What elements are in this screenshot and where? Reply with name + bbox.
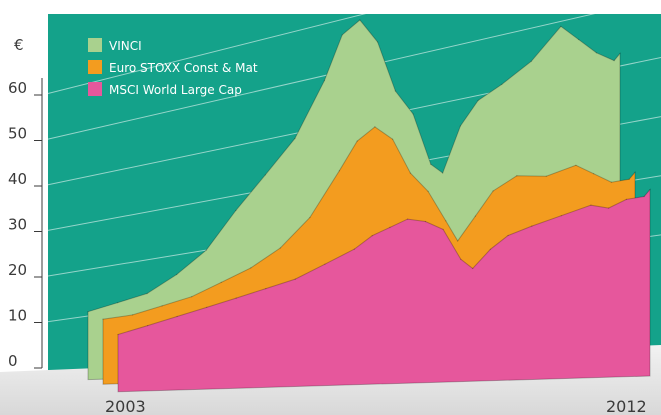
data-point — [545, 175, 547, 177]
data-point — [560, 215, 562, 217]
y-axis-label: € — [14, 36, 24, 54]
data-point — [590, 204, 592, 206]
y-tick-label: 50 — [8, 125, 27, 143]
data-point — [371, 235, 373, 237]
data-point — [625, 198, 628, 200]
data-point — [309, 216, 311, 219]
data-point — [409, 172, 411, 174]
data-point — [374, 126, 376, 128]
data-point — [474, 215, 476, 217]
data-point — [117, 302, 119, 304]
data-point — [460, 258, 462, 260]
data-point — [265, 288, 267, 290]
data-point — [492, 190, 494, 192]
legend-label: MSCI World Large Cap — [109, 83, 242, 97]
data-point — [146, 292, 148, 295]
legend-label: Euro STOXX Const & Mat — [109, 61, 258, 75]
y-tick-label: 40 — [8, 170, 27, 188]
series-layer — [87, 19, 651, 393]
data-point — [530, 60, 532, 62]
data-point — [235, 297, 237, 299]
data-point — [613, 60, 615, 62]
data-point — [147, 325, 149, 327]
data-point — [356, 140, 358, 142]
data-point — [610, 181, 613, 183]
data-point — [459, 125, 461, 127]
data-point — [427, 190, 429, 192]
y-tick-label: 20 — [8, 261, 27, 279]
legend-label: VINCI — [109, 39, 142, 53]
data-point — [634, 171, 636, 173]
series-area — [117, 188, 651, 393]
data-point — [394, 90, 396, 92]
y-tick-label: 0 — [8, 352, 18, 370]
data-point — [176, 315, 178, 318]
data-point — [424, 220, 426, 223]
data-point — [457, 240, 459, 242]
data-point — [430, 163, 432, 165]
data-point — [377, 41, 379, 43]
data-point — [161, 305, 163, 307]
data-point — [205, 249, 207, 251]
data-point — [619, 52, 621, 55]
data-point — [206, 306, 208, 308]
data-point — [323, 80, 325, 82]
data-point — [392, 138, 394, 140]
data-point — [442, 172, 444, 174]
data-point — [442, 228, 444, 230]
x-axis: 2003 2012 — [105, 397, 647, 415]
data-point — [250, 267, 252, 269]
x-tick-label: 2003 — [105, 397, 146, 415]
data-point — [477, 99, 479, 102]
data-point — [220, 281, 222, 283]
data-point — [575, 164, 577, 166]
data-point — [531, 225, 533, 227]
data-point — [608, 207, 610, 209]
data-point — [294, 137, 296, 140]
legend-swatch — [88, 38, 102, 52]
legend-swatch — [88, 82, 102, 96]
data-point — [279, 247, 281, 249]
data-point — [359, 19, 361, 21]
data-point — [132, 314, 134, 316]
data-point — [593, 173, 595, 175]
data-point — [324, 263, 326, 265]
data-point — [501, 83, 503, 85]
data-point — [87, 311, 89, 313]
data-point — [489, 248, 491, 250]
data-point — [117, 333, 119, 336]
data-point — [472, 267, 474, 270]
legend: VINCI Euro STOXX Const & Mat MSCI World La… — [88, 38, 258, 97]
y-tick-label: 30 — [8, 216, 27, 234]
legend-swatch — [88, 60, 102, 74]
data-point — [235, 209, 237, 212]
data-point — [341, 34, 343, 36]
data-point — [516, 175, 518, 177]
data-point — [102, 318, 104, 320]
data-point — [407, 218, 409, 220]
y-tick-label: 60 — [8, 79, 27, 97]
data-point — [176, 273, 178, 276]
data-point — [595, 52, 598, 54]
data-point — [578, 38, 580, 41]
data-point — [643, 195, 645, 198]
data-point — [649, 189, 651, 191]
data-point — [628, 178, 630, 180]
data-point — [389, 226, 391, 228]
x-tick-label: 2012 — [606, 397, 647, 415]
gridline — [41, 0, 422, 96]
data-point — [338, 170, 340, 172]
y-axis: 0 10 20 30 40 50 60 — [8, 78, 43, 370]
data-point — [412, 113, 414, 115]
y-tick-label: 10 — [8, 307, 27, 325]
data-point — [353, 248, 355, 250]
data-point — [191, 296, 193, 298]
data-point — [264, 174, 266, 176]
data-point — [294, 278, 296, 280]
data-point — [560, 25, 562, 27]
data-point — [445, 220, 447, 222]
data-point — [507, 234, 509, 237]
